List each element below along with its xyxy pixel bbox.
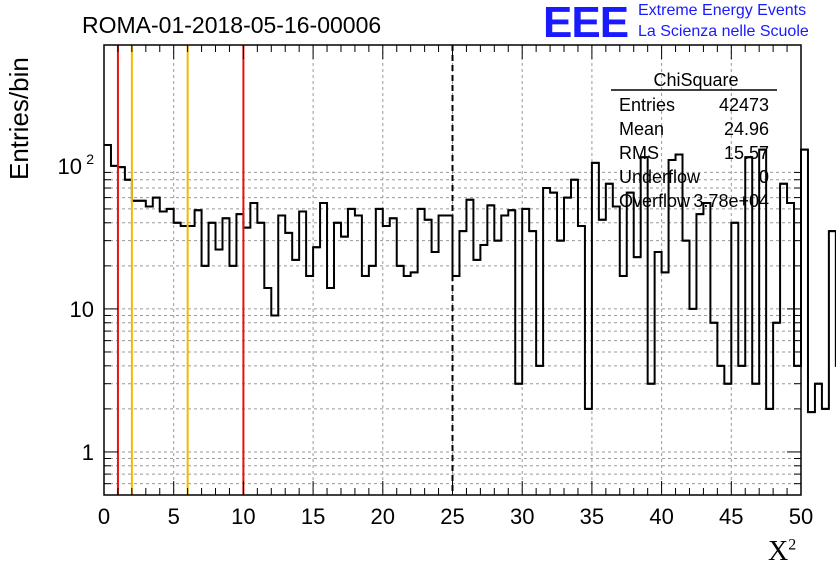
x-tick-label: 45	[719, 504, 743, 529]
logo-line-2: La Scienza nelle Scuole	[638, 23, 809, 40]
stats-row-value: 15.57	[724, 143, 769, 163]
stats-row-value: 42473	[719, 95, 769, 115]
x-axis-label-superscript: 2	[788, 536, 797, 554]
x-axis-label: X2	[768, 536, 796, 568]
stats-row-label: Overflow	[619, 191, 691, 211]
y-tick-label: 1	[82, 440, 94, 465]
stats-row-label: Underflow	[619, 167, 701, 187]
y-tick-label: 10	[58, 154, 82, 179]
x-tick-label: 20	[371, 504, 395, 529]
x-tick-label: 25	[440, 504, 464, 529]
x-tick-label: 15	[301, 504, 325, 529]
stats-row-value: 3.78e+04	[693, 191, 769, 211]
x-axis-label-base: X	[768, 536, 789, 567]
stats-row-label: Entries	[619, 95, 675, 115]
chart-title: ROMA-01-2018-05-16-00006	[82, 12, 382, 38]
stats-row-label: RMS	[619, 143, 659, 163]
stats-box-title: ChiSquare	[653, 70, 738, 90]
y-tick-label: 10	[70, 297, 94, 322]
x-tick-label: 35	[580, 504, 604, 529]
y-axis-label: Entries/bin	[4, 57, 34, 180]
stats-row-value: 0	[759, 167, 769, 187]
stats-row-value: 24.96	[724, 119, 769, 139]
eee-logo: EEE	[543, 0, 629, 47]
x-tick-label: 40	[649, 504, 673, 529]
y-tick-superscript: 2	[86, 151, 94, 167]
x-tick-label: 10	[231, 504, 255, 529]
logo-line-1: Extreme Energy Events	[638, 2, 807, 19]
stats-row-label: Mean	[619, 119, 664, 139]
x-tick-label: 30	[510, 504, 534, 529]
x-tick-label: 5	[168, 504, 180, 529]
x-tick-label: 50	[789, 504, 813, 529]
x-tick-label: 0	[98, 504, 110, 529]
